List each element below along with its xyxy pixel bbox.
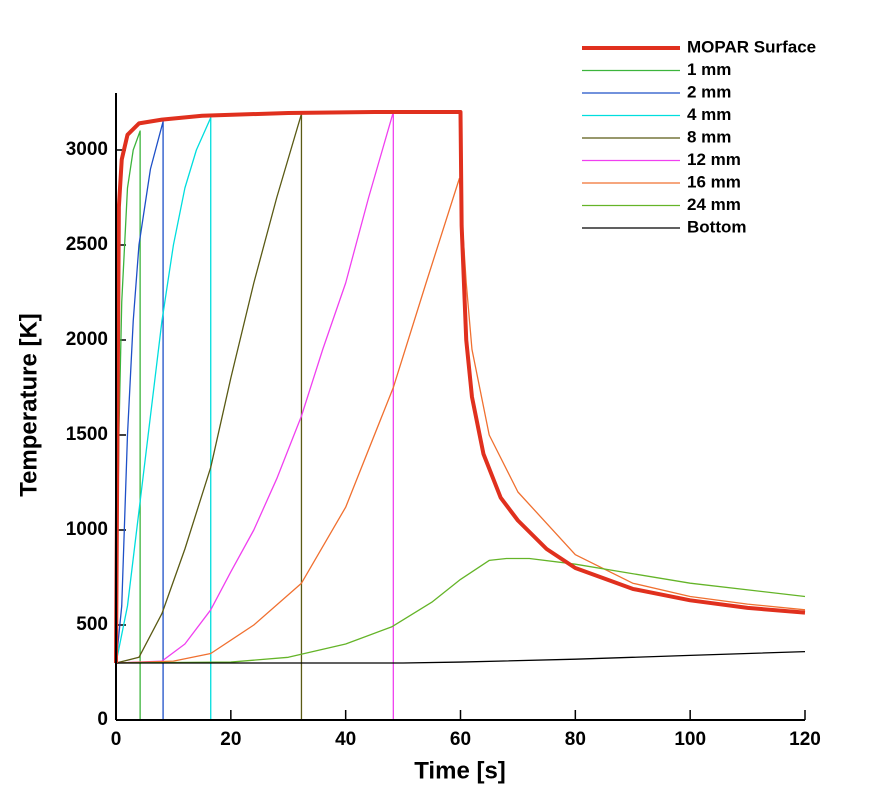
y-tick-label: 0 — [97, 709, 108, 730]
y-tick-label: 1500 — [66, 424, 108, 445]
legend-label: 4 mm — [687, 105, 731, 124]
y-tick-label: 3000 — [66, 139, 108, 160]
x-tick-label: 120 — [789, 729, 821, 750]
legend-label: 2 mm — [687, 82, 731, 101]
series-line — [115, 111, 394, 720]
series-line — [115, 117, 212, 720]
x-tick-label: 80 — [565, 729, 586, 750]
x-tick-label: 60 — [450, 729, 471, 750]
series-line — [115, 120, 164, 720]
y-tick-label: 1000 — [66, 519, 108, 540]
legend-label: 16 mm — [687, 172, 741, 191]
x-tick-label: 20 — [220, 729, 241, 750]
y-tick-label: 2500 — [66, 234, 108, 255]
x-tick-label: 100 — [674, 729, 706, 750]
x-tick-label: 40 — [335, 729, 356, 750]
y-tick-label: 500 — [76, 614, 108, 635]
legend-label: Bottom — [687, 217, 746, 236]
series-line — [116, 650, 806, 664]
series-line — [115, 113, 303, 720]
series-line — [115, 557, 806, 664]
series-line — [115, 177, 806, 664]
x-tick-label: 0 — [111, 729, 122, 750]
y-axis-title: Temperature [K] — [15, 313, 42, 497]
y-tick-label: 2000 — [66, 329, 108, 350]
legend-label: MOPAR Surface — [687, 37, 816, 56]
legend-label: 8 mm — [687, 127, 731, 146]
legend-label: 24 mm — [687, 195, 741, 214]
x-axis-title: Time [s] — [414, 757, 506, 784]
legend-label: 12 mm — [687, 150, 741, 169]
legend-label: 1 mm — [687, 60, 731, 79]
series-line — [114, 110, 806, 664]
